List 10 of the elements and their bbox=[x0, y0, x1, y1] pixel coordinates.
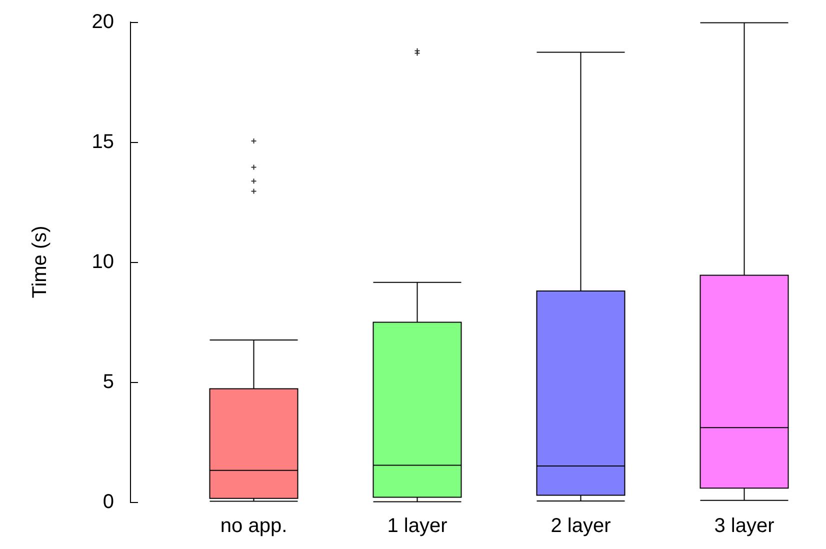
x-tick-label: 3 layer bbox=[714, 515, 775, 537]
x-tick-label: 2 layer bbox=[550, 515, 612, 537]
y-tick-label: 15 bbox=[92, 131, 114, 153]
y-tick-label: 20 bbox=[92, 11, 114, 33]
y-tick-label: 5 bbox=[102, 371, 114, 393]
y-axis-title: Time (s) bbox=[29, 226, 51, 298]
x-tick-label: 1 layer bbox=[387, 515, 448, 537]
x-tick-label: no app. bbox=[220, 515, 288, 537]
y-tick-label: 0 bbox=[102, 491, 114, 513]
y-tick-label: 10 bbox=[92, 251, 114, 273]
